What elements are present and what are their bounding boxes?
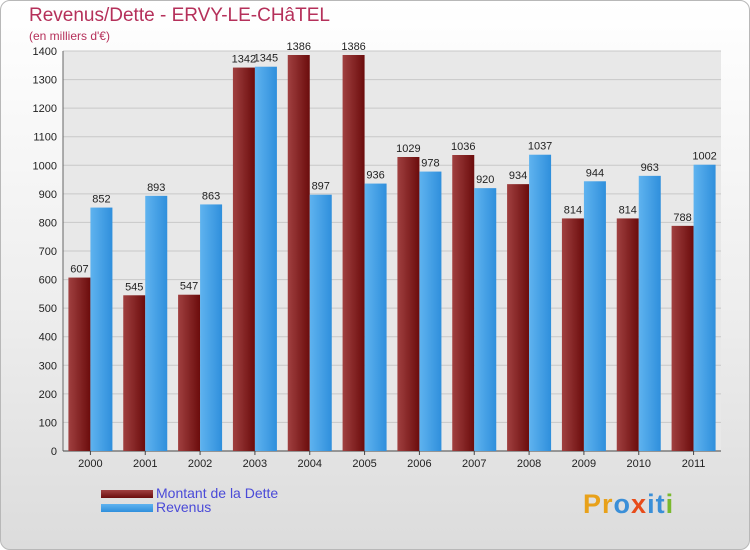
legend-label-debt: Montant de la Dette xyxy=(156,485,279,501)
data-label-debt-2003: 1342 xyxy=(232,54,256,66)
y-tick-label: 700 xyxy=(39,246,57,258)
data-label-debt-2004: 1386 xyxy=(287,41,311,53)
data-label-debt-2005: 1386 xyxy=(341,41,365,53)
bar-revenue-2001 xyxy=(145,195,168,451)
y-tick-label: 200 xyxy=(39,389,57,401)
logo-letter: o xyxy=(613,489,632,519)
bar-revenue-2004 xyxy=(309,194,332,451)
data-label-debt-2011: 788 xyxy=(673,212,691,224)
x-tick-label: 2008 xyxy=(517,458,541,470)
data-label-debt-2000: 607 xyxy=(70,264,88,276)
bar-revenue-2009 xyxy=(583,181,606,452)
bar-revenue-2005 xyxy=(364,183,387,452)
logo-letter: r xyxy=(602,489,614,519)
data-label-debt-2006: 1029 xyxy=(396,143,420,155)
y-tick-label: 300 xyxy=(39,360,57,372)
bar-debt-2011 xyxy=(671,225,694,451)
chart-subtitle: (en milliers d'€) xyxy=(29,29,110,43)
bar-revenue-2003 xyxy=(254,66,277,451)
y-tick-label: 100 xyxy=(39,417,57,429)
x-tick-label: 2011 xyxy=(682,458,706,470)
x-tick-label: 2010 xyxy=(627,458,651,470)
logo-letter: i xyxy=(665,489,675,519)
y-tick-label: 900 xyxy=(39,189,57,201)
data-label-debt-2001: 545 xyxy=(125,281,143,293)
data-label-debt-2010: 814 xyxy=(619,204,637,216)
bar-debt-2009 xyxy=(561,218,584,451)
bar-debt-2005 xyxy=(342,55,365,451)
x-tick-label: 2002 xyxy=(188,458,212,470)
proxiti-logo: Proxiti xyxy=(583,489,674,520)
logo-letter: P xyxy=(583,489,603,519)
legend-label-revenue: Revenus xyxy=(156,499,212,515)
y-tick-label: 1100 xyxy=(33,132,57,144)
bar-debt-2007 xyxy=(452,155,475,451)
x-tick-label: 2003 xyxy=(243,458,267,470)
data-label-debt-2008: 934 xyxy=(509,170,527,182)
bar-debt-2003 xyxy=(232,67,255,452)
x-tick-label: 2000 xyxy=(78,458,102,470)
bar-revenue-2008 xyxy=(529,154,552,451)
data-label-revenue-2001: 893 xyxy=(147,182,165,194)
bar-revenue-2000 xyxy=(90,207,113,451)
data-label-revenue-2002: 863 xyxy=(202,190,220,202)
bar-debt-2001 xyxy=(123,295,146,451)
bar-revenue-2006 xyxy=(419,171,442,452)
data-label-revenue-2006: 978 xyxy=(421,158,439,170)
y-tick-label: 500 xyxy=(39,303,57,315)
chart-title: Revenus/Dette - ERVY-LE-CHâTEL xyxy=(29,5,330,26)
data-label-revenue-2003: 1345 xyxy=(254,53,278,65)
y-tick-label: 0 xyxy=(51,446,57,458)
y-tick-label: 600 xyxy=(39,275,57,287)
bar-debt-2006 xyxy=(397,157,420,451)
y-tick-label: 1000 xyxy=(33,160,57,172)
bar-debt-2002 xyxy=(178,294,201,451)
logo-letter: t xyxy=(655,489,666,519)
data-label-revenue-2000: 852 xyxy=(92,194,110,206)
legend-swatch-revenue xyxy=(101,504,153,512)
y-tick-label: 1400 xyxy=(33,46,57,58)
y-tick-label: 400 xyxy=(39,332,57,344)
x-tick-label: 2001 xyxy=(133,458,157,470)
y-tick-label: 1200 xyxy=(33,103,57,115)
y-tick-label: 1300 xyxy=(33,75,57,87)
bar-revenue-2011 xyxy=(693,164,716,451)
data-label-revenue-2010: 963 xyxy=(641,162,659,174)
data-label-revenue-2007: 920 xyxy=(476,174,494,186)
data-label-debt-2009: 814 xyxy=(564,204,582,216)
data-label-revenue-2005: 936 xyxy=(366,170,384,182)
data-label-revenue-2009: 944 xyxy=(586,167,604,179)
bar-debt-2010 xyxy=(616,218,639,451)
legend-swatch-debt xyxy=(101,490,153,498)
data-label-revenue-2004: 897 xyxy=(312,181,330,193)
bar-revenue-2010 xyxy=(638,175,661,451)
bar-revenue-2007 xyxy=(474,188,497,451)
bar-debt-2004 xyxy=(287,55,310,451)
x-tick-label: 2009 xyxy=(572,458,596,470)
logo-letter: x xyxy=(631,489,648,519)
bar-debt-2000 xyxy=(68,277,91,451)
x-tick-label: 2006 xyxy=(407,458,431,470)
x-tick-label: 2005 xyxy=(352,458,376,470)
x-tick-label: 2004 xyxy=(298,458,322,470)
data-label-revenue-2008: 1037 xyxy=(528,141,552,153)
y-tick-label: 800 xyxy=(39,217,57,229)
data-label-debt-2002: 547 xyxy=(180,281,198,293)
bar-revenue-2002 xyxy=(200,204,223,451)
data-label-debt-2007: 1036 xyxy=(451,141,475,153)
x-tick-label: 2007 xyxy=(462,458,486,470)
bar-debt-2008 xyxy=(507,184,530,451)
data-label-revenue-2011: 1002 xyxy=(692,151,716,163)
logo-letter: i xyxy=(647,489,656,519)
